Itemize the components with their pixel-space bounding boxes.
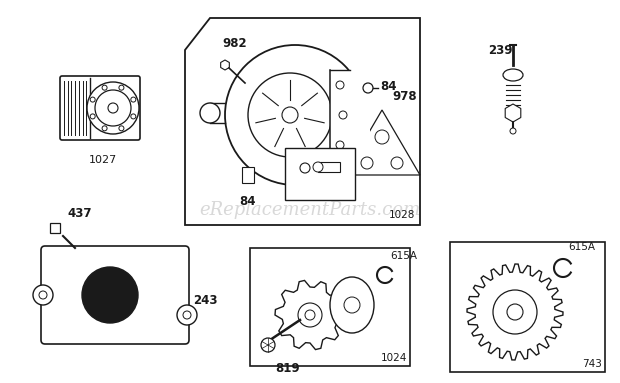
Polygon shape — [185, 18, 420, 225]
Circle shape — [90, 114, 95, 119]
Circle shape — [339, 111, 347, 119]
Bar — [450, 242, 605, 372]
Text: 1027: 1027 — [89, 155, 117, 165]
Polygon shape — [275, 280, 345, 350]
Text: 239: 239 — [488, 44, 513, 57]
Circle shape — [131, 97, 136, 102]
Text: 1032: 1032 — [288, 187, 312, 197]
Text: 819: 819 — [275, 362, 299, 375]
FancyBboxPatch shape — [60, 76, 140, 140]
Text: 437: 437 — [67, 207, 92, 220]
Bar — [285, 148, 355, 200]
Circle shape — [225, 45, 365, 185]
Text: 743: 743 — [582, 359, 602, 369]
Text: 1024: 1024 — [381, 353, 407, 363]
Circle shape — [33, 285, 53, 305]
Circle shape — [261, 338, 275, 352]
Circle shape — [102, 85, 107, 90]
Text: 615A: 615A — [390, 251, 417, 261]
Circle shape — [183, 311, 191, 319]
Bar — [250, 248, 410, 366]
Circle shape — [200, 103, 220, 123]
Circle shape — [102, 126, 107, 131]
Circle shape — [298, 303, 322, 327]
Circle shape — [361, 157, 373, 169]
Ellipse shape — [330, 277, 374, 333]
Circle shape — [177, 305, 197, 325]
Circle shape — [119, 85, 124, 90]
Circle shape — [82, 267, 138, 323]
Polygon shape — [221, 60, 229, 70]
Text: 84: 84 — [240, 195, 256, 208]
Polygon shape — [344, 110, 420, 175]
Polygon shape — [467, 264, 563, 360]
Bar — [242, 167, 254, 183]
Circle shape — [39, 291, 47, 299]
Circle shape — [248, 73, 332, 157]
Text: eReplacementParts.com: eReplacementParts.com — [200, 201, 420, 219]
Circle shape — [87, 82, 139, 134]
Circle shape — [90, 97, 95, 102]
Text: 978: 978 — [392, 90, 417, 103]
Circle shape — [119, 126, 124, 131]
Bar — [318, 162, 340, 172]
Text: 982: 982 — [222, 37, 247, 50]
Circle shape — [95, 90, 131, 126]
Text: 1028: 1028 — [389, 210, 415, 220]
Circle shape — [375, 130, 389, 144]
Circle shape — [313, 162, 323, 172]
Text: 243: 243 — [193, 293, 218, 306]
Circle shape — [336, 81, 344, 89]
Text: 615A: 615A — [568, 242, 595, 252]
Polygon shape — [50, 223, 60, 233]
Circle shape — [507, 304, 523, 320]
Circle shape — [300, 163, 310, 173]
Polygon shape — [505, 104, 521, 122]
Bar — [330, 70, 370, 160]
Circle shape — [363, 83, 373, 93]
Circle shape — [305, 310, 315, 320]
Circle shape — [344, 297, 360, 313]
Circle shape — [108, 103, 118, 113]
Circle shape — [282, 107, 298, 123]
Circle shape — [131, 114, 136, 119]
FancyBboxPatch shape — [41, 246, 189, 344]
Ellipse shape — [503, 69, 523, 81]
Circle shape — [493, 290, 537, 334]
Circle shape — [336, 141, 344, 149]
Circle shape — [391, 157, 403, 169]
Text: 84: 84 — [380, 80, 397, 93]
Circle shape — [510, 128, 516, 134]
